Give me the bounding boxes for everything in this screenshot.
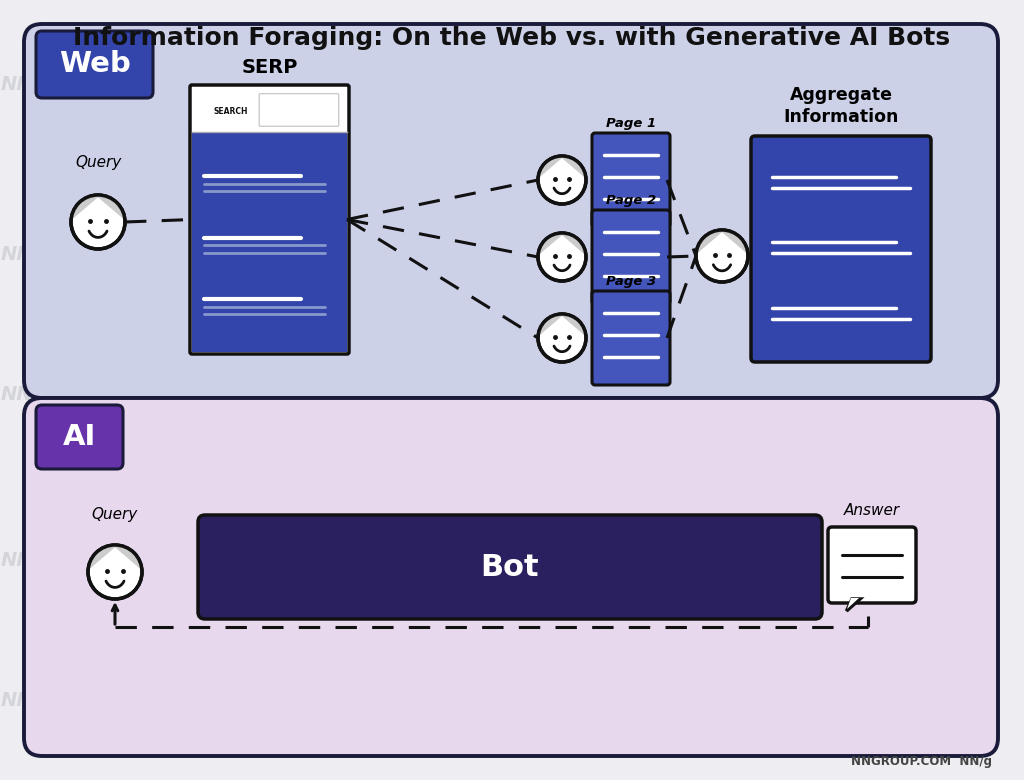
Text: NN/g: NN/g [933, 551, 987, 569]
Text: SEARCH: SEARCH [214, 108, 248, 116]
FancyBboxPatch shape [828, 527, 916, 603]
Polygon shape [847, 599, 860, 611]
Polygon shape [540, 158, 585, 176]
Circle shape [538, 233, 586, 281]
Text: NN/g: NN/g [1, 246, 55, 264]
FancyBboxPatch shape [24, 398, 998, 756]
Text: NN/g: NN/g [1, 385, 55, 405]
Polygon shape [540, 315, 585, 335]
Text: SERP: SERP [242, 58, 298, 77]
Text: Page 3: Page 3 [606, 275, 656, 288]
FancyBboxPatch shape [592, 210, 670, 304]
FancyBboxPatch shape [592, 291, 670, 385]
FancyBboxPatch shape [24, 24, 998, 398]
Text: NN/g: NN/g [1, 76, 55, 94]
Text: Page 1: Page 1 [606, 117, 656, 130]
FancyBboxPatch shape [592, 133, 670, 227]
Text: Page 2: Page 2 [606, 194, 656, 207]
Text: NN/g: NN/g [1, 690, 55, 710]
Text: NN/g: NN/g [1, 551, 55, 569]
FancyBboxPatch shape [198, 515, 822, 619]
Text: Answer: Answer [844, 503, 900, 518]
Text: NN/g: NN/g [933, 246, 987, 264]
Circle shape [696, 230, 748, 282]
Text: Query: Query [75, 155, 121, 170]
Text: Query: Query [92, 507, 138, 522]
Text: Information Foraging: On the Web vs. with Generative AI Bots: Information Foraging: On the Web vs. wit… [74, 26, 950, 50]
Polygon shape [847, 598, 859, 609]
FancyBboxPatch shape [190, 85, 349, 354]
Text: NN/g: NN/g [933, 385, 987, 405]
Polygon shape [697, 232, 746, 252]
Text: Bot: Bot [480, 552, 540, 582]
Circle shape [538, 314, 586, 362]
Text: Aggregate
Information: Aggregate Information [783, 86, 899, 126]
Text: NN/g: NN/g [933, 690, 987, 710]
Polygon shape [90, 546, 140, 568]
FancyBboxPatch shape [259, 94, 339, 126]
FancyBboxPatch shape [36, 405, 123, 469]
Circle shape [88, 545, 142, 599]
Circle shape [538, 156, 586, 204]
Polygon shape [73, 197, 123, 218]
Polygon shape [540, 234, 585, 254]
Text: Web: Web [58, 51, 130, 79]
FancyBboxPatch shape [751, 136, 931, 362]
Text: NN/g: NN/g [933, 76, 987, 94]
Bar [193, 133, 347, 352]
Text: NNGROUP.COM  NN/g: NNGROUP.COM NN/g [851, 755, 992, 768]
Circle shape [71, 195, 125, 249]
Text: AI: AI [62, 423, 96, 451]
FancyBboxPatch shape [36, 31, 153, 98]
